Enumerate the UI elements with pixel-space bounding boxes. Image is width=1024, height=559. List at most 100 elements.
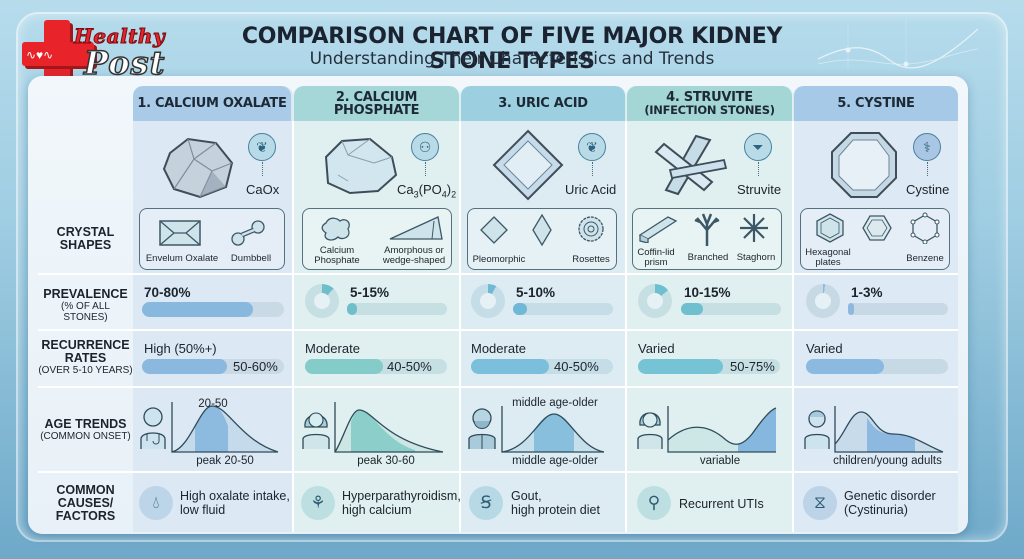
crystal-shape-label: Rosettes	[572, 254, 610, 265]
column-header-struvite: 4. STRUVITE (INFECTION STONES)	[627, 86, 792, 121]
wedge-crystal-icon	[389, 216, 443, 240]
recurrence-bar-fill	[305, 359, 384, 374]
age-distribution-chart-uric	[501, 406, 605, 453]
row-label-text: CRYSTAL SHAPES	[56, 225, 115, 252]
recurrence-label: Moderate	[471, 341, 526, 356]
recurrence-bar-fill	[806, 359, 885, 374]
uric-acid-stone-icon	[492, 129, 564, 201]
cystine-stone-icon	[831, 132, 897, 198]
column-header-uric: 3. URIC ACID	[461, 86, 625, 121]
prevalence-bar	[848, 303, 948, 315]
coffin-lid-prism-icon	[638, 216, 678, 243]
cause-line: high protein diet	[511, 503, 600, 517]
blob-crystal-icon	[321, 217, 350, 241]
page-subtitle: Understanding Their Characteristics and …	[309, 49, 715, 69]
column-divider	[792, 121, 794, 532]
header-label: 1. CALCIUM OXALATE	[137, 96, 287, 111]
age-top-label: middle age-older	[512, 397, 598, 409]
hexagon-icon	[862, 215, 892, 241]
kidney-icon: ❦	[248, 133, 276, 161]
cause-line: high calcium	[342, 503, 412, 517]
prevalence-value: 5-10%	[516, 285, 556, 300]
prevalence-bar-fill	[681, 303, 703, 315]
age-top-label: 20-50	[198, 398, 228, 410]
row-label-sub: (OVER 5-10 YEARS)	[38, 365, 133, 376]
cause-line: (Cystinuria)	[844, 503, 908, 517]
prevalence-value: 70-80%	[144, 285, 191, 300]
calcium-oxalate-stone-icon	[162, 137, 234, 199]
rosette-crystal-icon	[578, 216, 604, 242]
logo-text-healthy: Healthy	[73, 24, 166, 49]
column-header-phosphate: 2. CALCIUM PHOSPHATE	[294, 86, 459, 121]
benzene-ring-icon	[910, 212, 940, 244]
prevalence-bar-fill	[347, 303, 357, 315]
recurrence-bar	[142, 359, 284, 374]
formula-label: Struvite	[737, 182, 782, 197]
recurrence-bar	[471, 359, 613, 374]
cause-line: low fluid	[180, 503, 226, 517]
cause-text: Gout, high protein diet	[511, 489, 600, 517]
recurrence-label: Moderate	[305, 341, 360, 356]
prevalence-bar	[513, 303, 613, 315]
recurrence-label: Varied	[638, 341, 675, 356]
column-divider	[625, 121, 627, 532]
header-label: 3. URIC ACID	[498, 96, 588, 111]
heartbeat-icon: ∿♥∿	[26, 48, 54, 62]
row-label-recurrence: RECURRENCE RATES (OVER 5-10 YEARS)	[38, 338, 133, 377]
recurrence-value: 40-50%	[554, 359, 599, 374]
age-distribution-chart-oxalate	[171, 402, 279, 453]
age-bottom-label: peak 30-60	[357, 455, 415, 467]
pleomorphic-rhombus-icon	[532, 213, 552, 247]
recurrence-value: 50-75%	[730, 359, 775, 374]
struvite-stone-icon	[654, 134, 728, 196]
prevalence-bar-fill	[848, 303, 854, 315]
age-bottom-label: peak 20-50	[196, 455, 254, 467]
prevalence-bar	[681, 303, 781, 315]
crystal-shape-label: Coffin-lid prism	[637, 247, 675, 268]
water-drop-icon: 💧︎	[139, 486, 173, 520]
row-label-age-trends: AGE TRENDS (COMMON ONSET)	[38, 417, 133, 443]
row-label-text: AGE TRENDS	[44, 417, 127, 431]
header-label: 5. CYSTINE	[837, 96, 915, 111]
column-header-cystine: 5. CYSTINE	[794, 86, 958, 121]
woman-icon	[302, 412, 330, 449]
age-bottom-label: middle age-older	[512, 455, 598, 467]
envelope-crystal-icon	[159, 220, 201, 246]
formula-label: CaOx	[246, 182, 280, 197]
dna-icon: ⚕	[913, 133, 941, 161]
crystal-shape-label: Envelum Oxalate	[145, 253, 219, 264]
prevalence-value: 1-3%	[851, 285, 883, 300]
connector-line	[425, 162, 426, 176]
column-header-oxalate: 1. CALCIUM OXALATE	[133, 86, 291, 121]
formula-label: Cystine	[906, 182, 950, 197]
cause-line: High oxalate intake,	[180, 489, 290, 503]
dumbbell-crystal-icon	[231, 220, 265, 246]
recurrence-value: 40-50%	[387, 359, 432, 374]
age-bottom-label: variable	[699, 455, 741, 467]
crystal-shape-label: Dumbbell	[230, 253, 272, 264]
column-divider	[292, 121, 294, 532]
outer-frame	[16, 12, 1008, 542]
crystal-shape-label: Calcium Phosphate	[314, 245, 360, 266]
connector-line	[927, 162, 928, 176]
row-label-crystal-shapes: CRYSTAL SHAPES	[38, 226, 133, 252]
cause-line: Gout,	[511, 489, 542, 503]
doctor-icon	[140, 407, 166, 449]
connector-line	[262, 162, 263, 176]
crystal-shape-label: Benzene	[906, 253, 944, 264]
crystal-shape-label: Pleomorphic	[472, 254, 526, 265]
cause-line: Hyperparathyroidism,	[342, 489, 461, 503]
header-label: 4. STRUVITE	[666, 89, 753, 105]
older-man-icon	[468, 408, 496, 449]
formula-label: Uric Acid	[565, 182, 617, 197]
crystal-shape-label: Staghorn	[736, 252, 776, 263]
age-distribution-chart-cystine	[834, 406, 944, 453]
staghorn-crystal-icon	[740, 214, 768, 242]
row-label-text: RECURRENCE RATES	[41, 338, 130, 365]
header-label: 2. CALCIUM PHOSPHATE	[333, 89, 420, 118]
recurrence-label: High (50%+)	[144, 341, 217, 356]
cause-line: Recurrent UTIs	[679, 497, 764, 511]
row-label-sub: (COMMON ONSET)	[40, 431, 131, 442]
calcium-phosphate-stone-icon	[324, 137, 398, 195]
row-divider	[38, 329, 958, 331]
